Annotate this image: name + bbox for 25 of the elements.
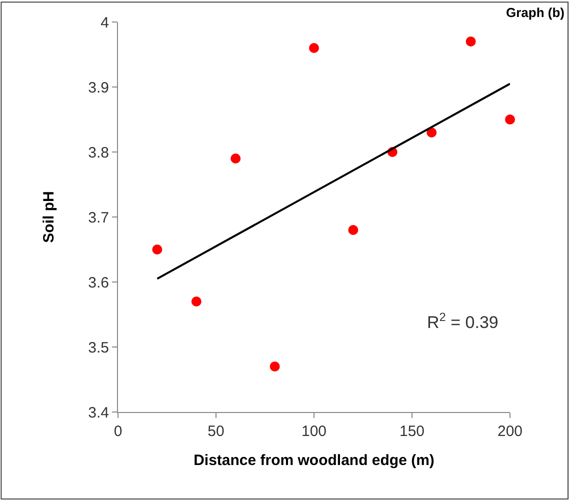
y-tick-label: 3.4 bbox=[88, 404, 109, 422]
point bbox=[191, 296, 202, 306]
chart-title: Graph (b) bbox=[506, 5, 564, 20]
y-tick-label: 3.8 bbox=[88, 144, 109, 162]
point bbox=[505, 114, 515, 124]
annotation: R$^{2}$ = 0.39 bbox=[427, 310, 498, 332]
y-tick-label: 4 bbox=[100, 14, 109, 32]
y-tick-label: 3.6 bbox=[88, 274, 109, 292]
y-tick-label: 3.5 bbox=[88, 339, 109, 356]
x-axis-title: Distance from woodland edge (m) bbox=[194, 452, 434, 469]
point bbox=[426, 128, 437, 138]
point bbox=[466, 36, 476, 46]
point bbox=[230, 154, 241, 164]
y-tick-label: 3.9 bbox=[88, 79, 109, 96]
y-axis-title: Soil pH bbox=[40, 191, 58, 243]
point bbox=[348, 225, 358, 235]
x-tick-label: 150 bbox=[399, 423, 425, 440]
x-tick-label: 50 bbox=[208, 423, 224, 440]
x-tick-label: 200 bbox=[497, 423, 523, 440]
x-tick-label: 100 bbox=[301, 423, 327, 440]
x-tick-label: 0 bbox=[114, 423, 122, 440]
point bbox=[270, 362, 280, 372]
point bbox=[309, 43, 319, 53]
y-tick-label: 3.7 bbox=[88, 209, 109, 226]
point bbox=[152, 244, 162, 254]
